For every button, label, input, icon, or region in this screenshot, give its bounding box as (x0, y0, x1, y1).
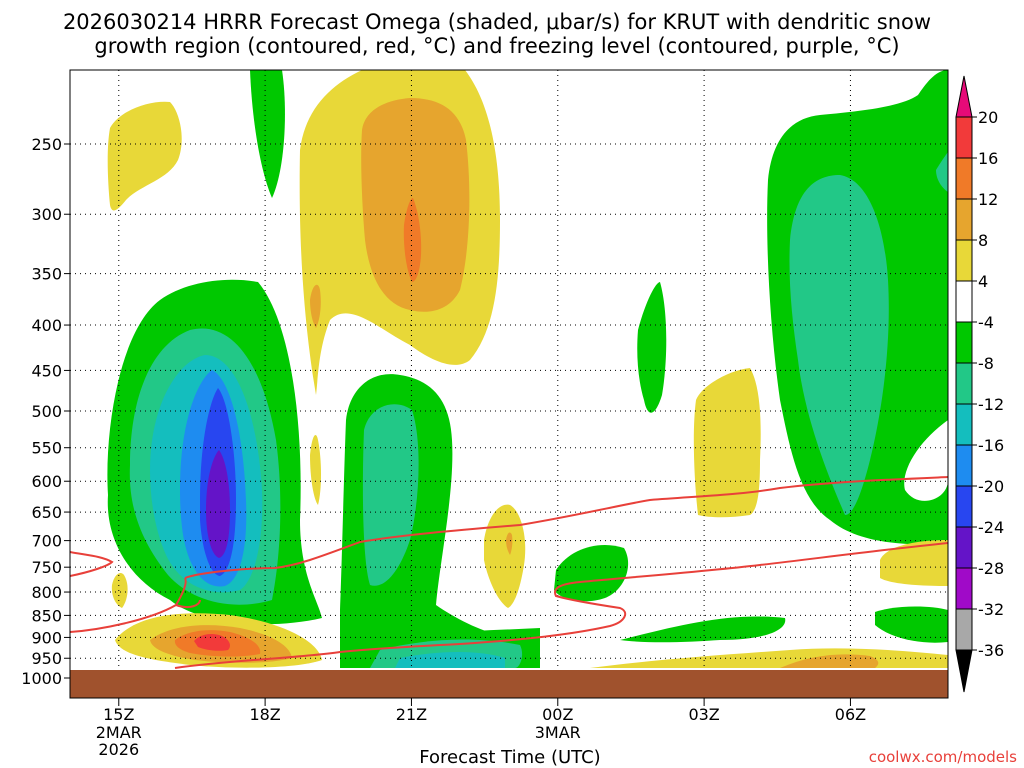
omega-shade-green-north (250, 70, 285, 198)
colorbar-label-9: -20 (978, 477, 1004, 496)
dendritic-growth-contours (70, 476, 948, 669)
y-tick-label-750: 750 (31, 558, 62, 577)
colorbar-swatch-7 (955, 403, 973, 446)
colorbar-swatch-8 (955, 444, 973, 487)
omega-shade-yellow-blob-small (111, 573, 128, 608)
omega-shade-orange-central-column (506, 532, 513, 555)
y-tick-label-350: 350 (31, 265, 62, 284)
y-tick-label-250: 250 (31, 135, 62, 154)
colorbar-swatch-11 (955, 567, 973, 610)
omega-shade-green-east-low (875, 606, 948, 643)
y-tick-label-550: 550 (31, 439, 62, 458)
omega-shade-darkorange-upper-central (403, 198, 422, 282)
colorbar-label-12: -32 (978, 600, 1004, 619)
dendritic-contour-upper (70, 551, 114, 577)
x-tick-label-06Z: 06Z (835, 705, 866, 724)
colorbar-label-0: 20 (978, 108, 998, 127)
omega-shade-yellow-east-low (880, 540, 948, 586)
colorbar-label-10: -24 (978, 518, 1004, 537)
colorbar-label-1: 16 (978, 149, 998, 168)
omega-shade-red-lowlevel-west (194, 633, 230, 651)
x-tick-label-03Z: 03Z (688, 705, 719, 724)
y-tick-label-300: 300 (31, 205, 62, 224)
omega-shade-cyan-lowlevel (395, 652, 505, 668)
colorbar-label-7: -12 (978, 395, 1004, 414)
y-tick-label-450: 450 (31, 361, 62, 380)
x-axis-title: Forecast Time (UTC) (419, 747, 600, 768)
credit-text: coolwx.com/models (869, 748, 1017, 766)
colorbar-label-8: -16 (978, 436, 1004, 455)
omega-shade-teal-east-edge (936, 152, 948, 192)
colorbar-label-11: -28 (978, 559, 1004, 578)
plot-frame (69, 69, 949, 699)
colorbar-label-2: 12 (978, 190, 998, 209)
y-tick-label-800: 800 (31, 583, 62, 602)
colorbar-swatch-9 (955, 485, 973, 528)
dendritic-contour-lower (174, 542, 948, 669)
y-tick-label-850: 850 (31, 606, 62, 625)
colorbar-swatch-12 (955, 608, 973, 651)
chart-title-line2: growth region (contoured, red, °C) and f… (94, 34, 899, 58)
x-year-label: 2026 (98, 740, 139, 759)
y-tick-label-650: 650 (31, 503, 62, 522)
colorbar-swatch-6 (955, 362, 973, 405)
colorbar-label-6: -8 (978, 354, 994, 373)
colorbar-swatch-5 (955, 321, 973, 364)
colorbar-swatch-1 (955, 157, 973, 200)
omega-shade-green-spike (637, 282, 667, 413)
colorbar-swatch-3 (955, 239, 973, 282)
y-tick-label-950: 950 (31, 649, 62, 668)
omega-shade-yellow-sliver-mid (310, 435, 321, 505)
colorbar-label-13: -36 (978, 641, 1004, 660)
y-tick-label-500: 500 (31, 402, 62, 421)
colorbar-label-4: 4 (978, 272, 988, 291)
dendritic-contour-upper-main (184, 476, 948, 579)
omega-shading (107, 70, 948, 668)
colorbar-swatch-2 (955, 198, 973, 241)
omega-shade-purple-west (206, 450, 230, 558)
x-tick-label-18Z: 18Z (249, 705, 280, 724)
y-tick-label-1000: 1000 (21, 669, 62, 688)
x-date-label-3MAR: 3MAR (535, 723, 581, 742)
colorbar-label-5: -4 (978, 313, 994, 332)
y-axis: 250 300 350 400 450 500 550 600 650 700 750 800 850 9… (21, 135, 70, 688)
chart-title-line1: 2026030214 HRRR Forecast Omega (shaded, … (63, 10, 931, 34)
omega-shade-green-right-band (620, 616, 786, 643)
y-tick-label-600: 600 (31, 472, 62, 491)
colorbar-bottom-arrow (955, 649, 973, 693)
colorbar-swatch-0 (955, 116, 973, 159)
y-tick-label-700: 700 (31, 532, 62, 551)
ground-terrain (70, 670, 948, 698)
x-date-label-2MAR: 2MAR (96, 723, 142, 742)
omega-shade-teal-east (789, 175, 889, 515)
colorbar-label-3: 8 (978, 231, 988, 250)
omega-shade-orange-lowlevel-east (780, 654, 879, 668)
colorbar-swatch-10 (955, 526, 973, 569)
x-tick-label-21Z: 21Z (396, 705, 427, 724)
y-tick-label-900: 900 (31, 628, 62, 647)
dendritic-contour-lower-main (70, 577, 201, 633)
colorbar-swatch-4 (955, 280, 973, 323)
omega-shade-green-right-low (554, 544, 629, 602)
y-tick-label-400: 400 (31, 316, 62, 335)
omega-shade-yellow-central-column (484, 504, 526, 608)
omega-shade-orange-sliver (310, 284, 321, 328)
colorbar: 20 16 12 8 4 -4 -8 -12 -16 -20 -24 -28 -32 -36 (955, 75, 1004, 693)
omega-shade-yellow-right-mid (693, 368, 761, 518)
x-tick-label-00Z: 00Z (542, 705, 573, 724)
x-tick-label-15Z: 15Z (103, 705, 134, 724)
omega-shade-yellow-lowlevel-east (590, 648, 948, 668)
colorbar-top-arrow (955, 75, 973, 118)
omega-shade-yellow-upper-left (107, 101, 182, 211)
